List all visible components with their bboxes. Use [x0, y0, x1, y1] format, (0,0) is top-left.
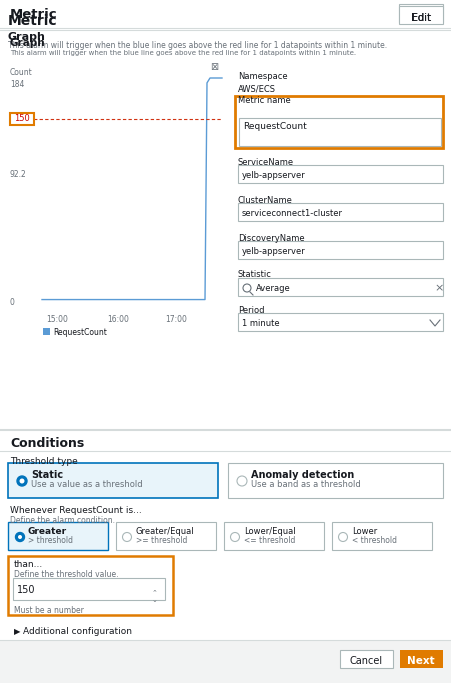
Bar: [400, 650, 443, 668]
Bar: [238, 165, 443, 183]
Text: Edit: Edit: [411, 13, 431, 23]
Text: DiscoveryName: DiscoveryName: [238, 234, 304, 243]
Text: Average: Average: [256, 284, 291, 293]
Text: Lower: Lower: [352, 527, 377, 536]
Text: 0: 0: [10, 298, 15, 307]
Bar: [8, 522, 108, 550]
Text: Conditions: Conditions: [10, 437, 84, 450]
Bar: [238, 241, 443, 259]
Text: This alarm will trigger when the blue line goes above the red line for 1 datapoi: This alarm will trigger when the blue li…: [8, 41, 387, 50]
Text: ServiceName: ServiceName: [238, 158, 294, 167]
Circle shape: [15, 533, 24, 542]
Bar: [239, 118, 441, 146]
Text: than...: than...: [14, 560, 43, 569]
Text: 92.2: 92.2: [10, 170, 27, 179]
Text: ⌃: ⌃: [152, 589, 158, 595]
Bar: [43, 328, 50, 335]
Text: Use a value as a threshold: Use a value as a threshold: [31, 480, 143, 489]
Text: Define the threshold value.: Define the threshold value.: [14, 570, 119, 579]
Text: Period: Period: [238, 306, 264, 315]
Text: RequestCount: RequestCount: [243, 122, 307, 131]
Text: ▶: ▶: [14, 627, 20, 636]
Bar: [8, 556, 173, 615]
Bar: [399, 6, 443, 24]
Text: Threshold type: Threshold type: [10, 457, 78, 466]
Text: 15:00: 15:00: [46, 315, 68, 324]
Bar: [10, 113, 34, 126]
Text: 16:00: 16:00: [107, 315, 129, 324]
Text: This alarm will trigger when the blue line goes above the red line for 1 datapoi: This alarm will trigger when the blue li…: [10, 50, 356, 56]
Text: Use a band as a threshold: Use a band as a threshold: [251, 480, 361, 489]
Text: Metric name: Metric name: [238, 96, 291, 105]
Circle shape: [19, 479, 24, 484]
Text: Graph: Graph: [8, 32, 46, 42]
Text: 150: 150: [14, 114, 30, 123]
Text: Namespace: Namespace: [238, 72, 288, 81]
Circle shape: [230, 533, 239, 542]
Bar: [228, 463, 443, 498]
Text: AWS/ECS: AWS/ECS: [238, 84, 276, 93]
Text: Metric: Metric: [10, 8, 58, 21]
Text: 184: 184: [10, 80, 24, 89]
Text: < threshold: < threshold: [352, 536, 397, 545]
Text: Anomaly detection: Anomaly detection: [251, 470, 354, 480]
Text: Whenever RequestCount is...: Whenever RequestCount is...: [10, 506, 142, 515]
Text: Greater: Greater: [28, 527, 67, 536]
Text: Cancel: Cancel: [350, 656, 382, 666]
Bar: [340, 650, 393, 668]
Text: >= threshold: >= threshold: [136, 536, 187, 545]
Bar: [399, 4, 443, 22]
Text: Greater/Equal: Greater/Equal: [136, 527, 195, 536]
Bar: [332, 522, 432, 550]
Bar: [0, 430, 451, 643]
Bar: [8, 463, 218, 498]
Text: ×: ×: [434, 283, 443, 293]
Text: yelb-appserver: yelb-appserver: [242, 247, 306, 256]
Text: ⊠: ⊠: [210, 62, 218, 72]
Text: yelb-appserver: yelb-appserver: [242, 171, 306, 180]
Bar: [238, 203, 443, 221]
Bar: [0, 0, 451, 430]
Text: serviceconnect1-cluster: serviceconnect1-cluster: [242, 209, 343, 218]
Text: Must be a number: Must be a number: [14, 606, 84, 615]
Text: Graph: Graph: [10, 38, 46, 48]
Bar: [238, 278, 443, 296]
Circle shape: [243, 284, 251, 292]
Text: 150: 150: [17, 585, 36, 595]
Circle shape: [339, 533, 348, 542]
Text: Lower/Equal: Lower/Equal: [244, 527, 295, 536]
Text: Next: Next: [407, 656, 435, 666]
Text: Count: Count: [10, 68, 33, 77]
Bar: [235, 96, 443, 148]
Text: Edit: Edit: [412, 13, 430, 23]
Text: Additional configuration: Additional configuration: [23, 627, 132, 636]
Circle shape: [17, 476, 27, 486]
Bar: [13, 578, 165, 600]
Text: <= threshold: <= threshold: [244, 536, 295, 545]
Circle shape: [18, 535, 22, 539]
Text: 1 minute: 1 minute: [242, 319, 280, 328]
Text: ⌄: ⌄: [152, 597, 158, 603]
Text: ClusterName: ClusterName: [238, 196, 293, 205]
Bar: [0, 640, 451, 683]
Text: 17:00: 17:00: [165, 315, 187, 324]
Text: > threshold: > threshold: [28, 536, 73, 545]
Text: Statistic: Statistic: [238, 270, 272, 279]
Bar: [224, 522, 324, 550]
Text: RequestCount: RequestCount: [53, 328, 107, 337]
Circle shape: [123, 533, 132, 542]
Bar: [238, 313, 443, 331]
Text: Metric: Metric: [8, 14, 58, 28]
Bar: [116, 522, 216, 550]
Circle shape: [237, 476, 247, 486]
Text: Define the alarm condition.: Define the alarm condition.: [10, 516, 115, 525]
Text: Static: Static: [31, 470, 63, 480]
